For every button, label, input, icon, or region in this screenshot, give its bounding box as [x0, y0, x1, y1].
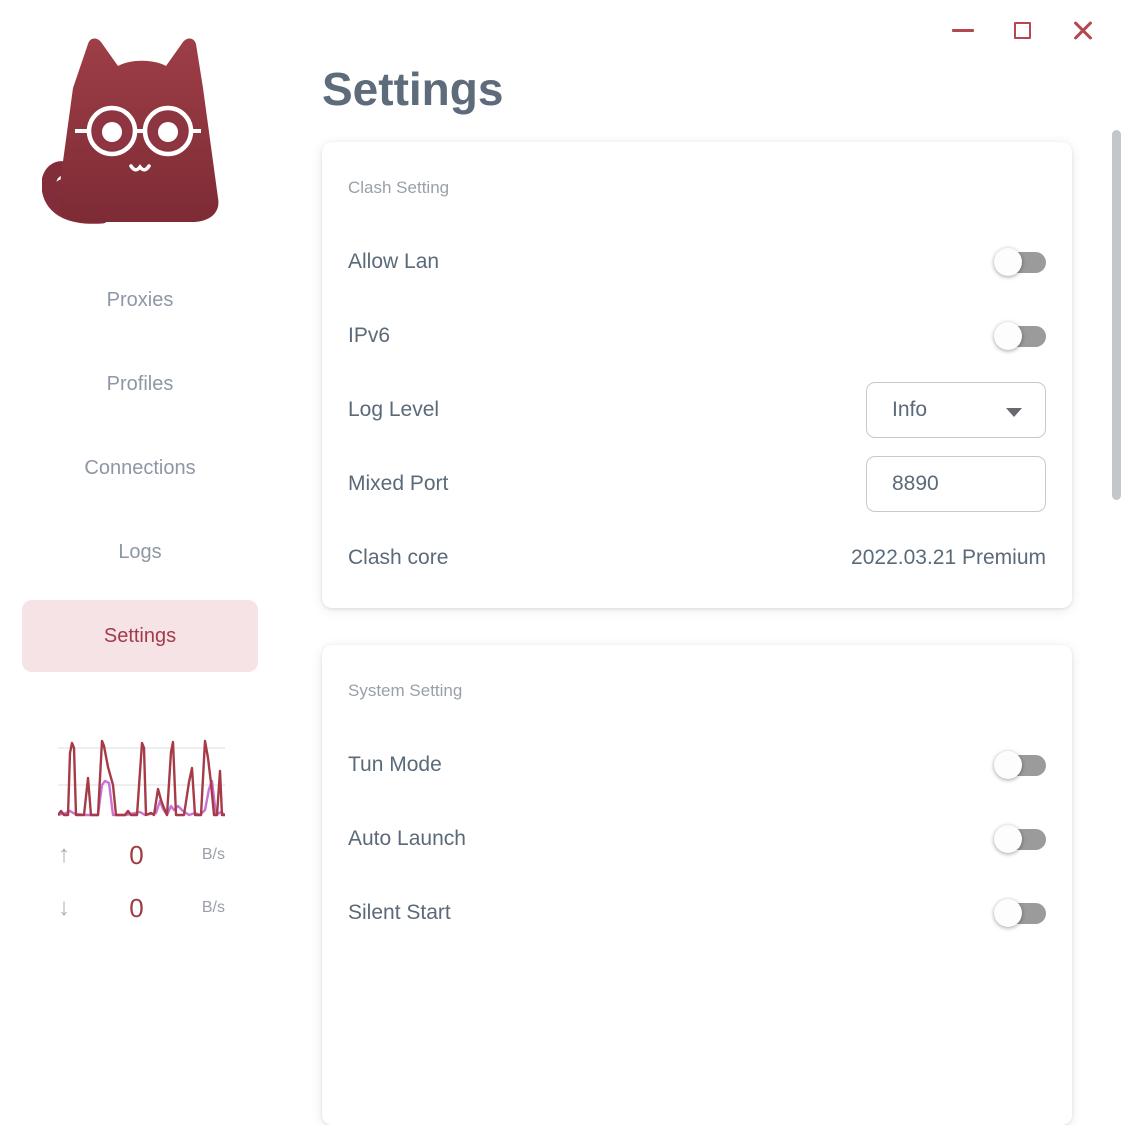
allow-lan-label: Allow Lan — [348, 250, 440, 273]
tun-mode-label: Tun Mode — [348, 753, 442, 776]
auto-launch-toggle[interactable] — [994, 825, 1046, 853]
up-arrow-icon: ↑ — [58, 841, 70, 868]
log-level-selected-value: Info — [892, 398, 928, 421]
toggle-knob — [994, 322, 1022, 350]
close-button[interactable] — [1061, 8, 1105, 52]
ipv6-toggle[interactable] — [994, 322, 1046, 350]
toggle-knob — [994, 899, 1022, 927]
traffic-upload-row: ↑ 0 B/s — [58, 839, 225, 871]
silent-start-label: Silent Start — [348, 901, 451, 924]
clash-core-version: 2022.03.21 Premium — [851, 546, 1046, 569]
mixed-port-input[interactable] — [866, 456, 1046, 512]
traffic-graph — [58, 739, 225, 817]
cat-left-eye — [102, 122, 122, 142]
tun-mode-row: Tun Mode — [348, 728, 1046, 802]
system-setting-card: System Setting Tun Mode Auto Launch Sile… — [322, 645, 1072, 1125]
silent-start-toggle[interactable] — [994, 899, 1046, 927]
cat-mouth — [129, 164, 151, 172]
ipv6-label: IPv6 — [348, 324, 391, 347]
close-icon — [1071, 18, 1095, 42]
upload-speed-value: 0 — [129, 839, 144, 870]
upload-speed-unit: B/s — [201, 846, 225, 863]
sidebar-item-logs[interactable]: Logs — [118, 540, 162, 563]
maximize-icon — [1013, 21, 1031, 39]
minimize-icon — [952, 28, 974, 32]
section-title-clash-setting: Clash Setting — [348, 178, 450, 197]
tun-mode-toggle[interactable] — [994, 751, 1046, 779]
toggle-knob — [994, 248, 1022, 276]
log-level-select[interactable]: Info — [866, 382, 1046, 438]
sidebar-nav: Proxies Profiles Connections Logs Settin… — [22, 264, 258, 684]
mixed-port-row: Mixed Port — [348, 447, 1046, 521]
page-title: Settings — [322, 63, 504, 115]
toggle-knob — [994, 825, 1022, 853]
allow-lan-row: Allow Lan — [348, 225, 1046, 299]
ipv6-row: IPv6 — [348, 299, 1046, 373]
sidebar-item-settings[interactable]: Settings — [22, 600, 258, 672]
log-level-row: Log Level Info — [348, 373, 1046, 447]
auto-launch-label: Auto Launch — [348, 827, 466, 850]
cat-right-eye — [158, 122, 178, 142]
sidebar-item-connections[interactable]: Connections — [84, 456, 196, 479]
clash-core-label: Clash core — [348, 546, 449, 569]
traffic-up-line — [58, 739, 225, 817]
clash-setting-card: Clash Setting Allow Lan IPv6 Log Level I… — [322, 142, 1072, 608]
minimize-button[interactable] — [941, 8, 985, 52]
traffic-down-line — [58, 779, 225, 817]
down-arrow-icon: ↓ — [58, 894, 70, 921]
toggle-knob — [994, 751, 1022, 779]
silent-start-row: Silent Start — [348, 876, 1046, 950]
traffic-download-row: ↓ 0 B/s — [58, 892, 225, 924]
auto-launch-row: Auto Launch — [348, 802, 1046, 876]
clash-core-row: Clash core 2022.03.21 Premium — [348, 521, 1046, 595]
mixed-port-label: Mixed Port — [348, 472, 449, 495]
maximize-button[interactable] — [1000, 8, 1044, 52]
log-level-label: Log Level — [348, 398, 440, 421]
download-speed-unit: B/s — [201, 899, 225, 916]
cat-logo — [42, 38, 219, 224]
scrollbar-thumb[interactable] — [1112, 130, 1121, 500]
sidebar-item-proxies[interactable]: Proxies — [106, 288, 174, 311]
sidebar: Proxies Profiles Connections Logs Settin… — [0, 0, 280, 937]
allow-lan-toggle[interactable] — [994, 248, 1046, 276]
chevron-down-icon — [1006, 408, 1022, 417]
section-title-system-setting: System Setting — [348, 681, 463, 700]
sidebar-item-profiles[interactable]: Profiles — [106, 372, 174, 395]
download-speed-value: 0 — [129, 892, 144, 923]
